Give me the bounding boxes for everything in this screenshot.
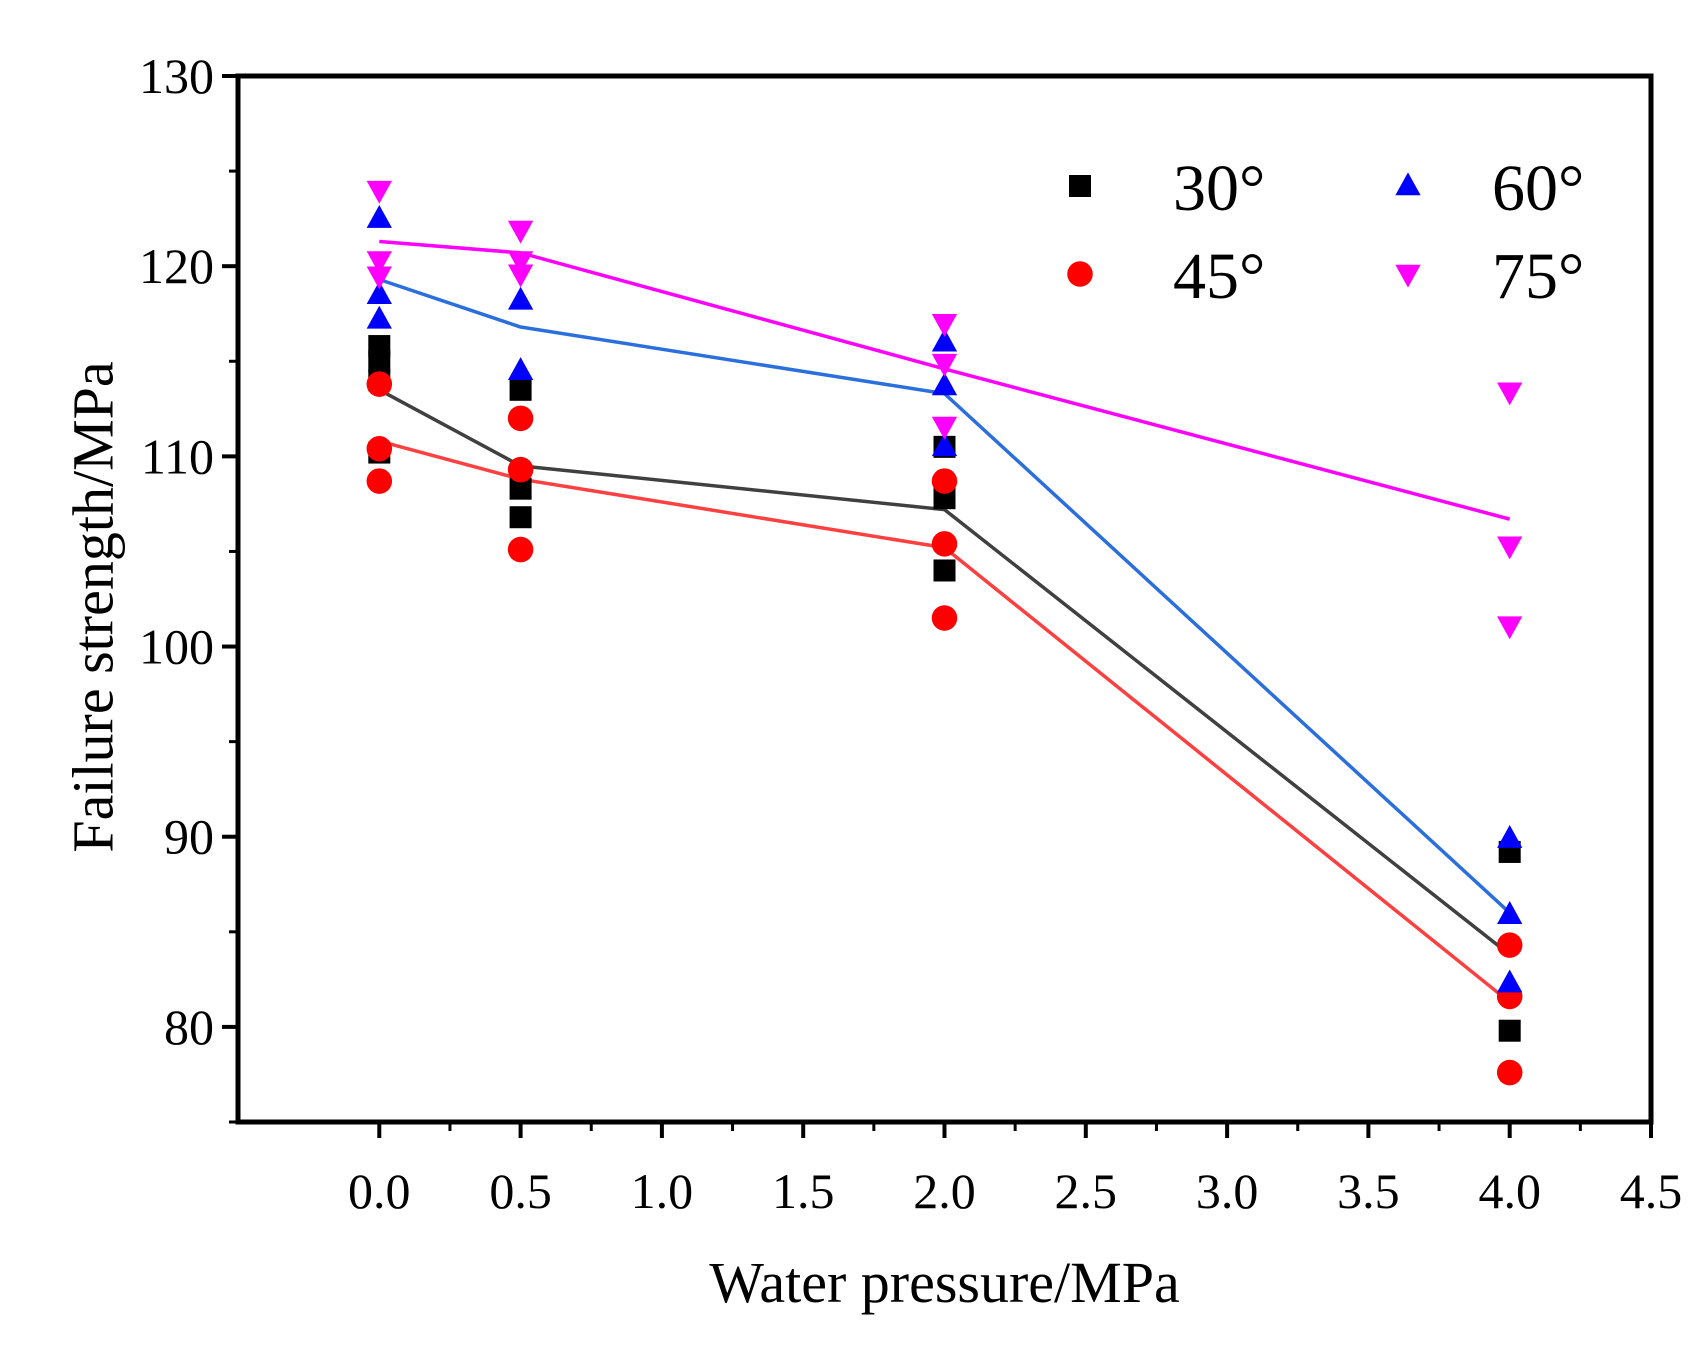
y-tick-label: 100 — [139, 619, 214, 675]
legend-marker-45 — [1067, 261, 1093, 287]
x-tick-label: 3.5 — [1337, 1163, 1400, 1219]
data-point-30 — [933, 559, 956, 582]
y-axis-title: Failure strength/MPa — [60, 361, 125, 852]
x-tick-label: 0.0 — [348, 1163, 411, 1219]
data-point-75 — [366, 251, 392, 275]
fit-line-60 — [378, 277, 1511, 915]
data-point-60 — [1497, 901, 1523, 924]
x-tick-label: 4.5 — [1620, 1163, 1683, 1219]
legend-label-30: 30° — [1173, 152, 1265, 225]
data-markers — [366, 180, 1523, 1086]
data-point-75 — [931, 353, 958, 377]
data-point-30 — [1498, 1019, 1521, 1042]
data-point-45 — [1496, 932, 1523, 958]
legend-marker-60 — [1395, 172, 1421, 196]
legend-label-45: 45° — [1173, 240, 1265, 313]
data-point-45 — [507, 456, 534, 483]
legend-label-60: 60° — [1492, 152, 1584, 225]
data-point-60 — [1497, 824, 1523, 848]
y-axis-ticks: 80 90 100 110 120 130 — [139, 48, 238, 1124]
data-point-75 — [366, 266, 392, 290]
data-point-60 — [366, 281, 392, 304]
y-tick-label: 90 — [164, 809, 214, 865]
fit-line-75 — [379, 239, 1511, 521]
data-point-60 — [507, 357, 534, 381]
x-tick-label: 3.0 — [1196, 1163, 1259, 1219]
y-tick-label: 80 — [164, 999, 214, 1055]
data-point-45 — [931, 531, 958, 557]
data-point-75 — [931, 416, 958, 440]
data-point-45 — [1496, 1059, 1523, 1086]
fit-line-30 — [378, 388, 1511, 957]
data-point-60 — [507, 286, 534, 310]
data-point-60 — [366, 204, 392, 228]
data-point-30 — [509, 378, 532, 401]
y-tick-label: 130 — [139, 48, 214, 104]
data-point-45 — [931, 605, 958, 631]
data-point-45 — [507, 405, 534, 432]
x-tick-label: 1.5 — [772, 1163, 835, 1219]
data-point-60 — [366, 305, 392, 329]
legend-label-75: 75° — [1492, 240, 1584, 313]
legend: 30° 45° 60° 75° — [1067, 152, 1584, 313]
data-point-45 — [366, 371, 393, 397]
data-point-45 — [931, 468, 958, 494]
legend-marker-30 — [1069, 175, 1091, 197]
x-axis-ticks: 0.0 0.5 1.0 1.5 2.0 2.5 3.0 3.5 4.0 4.5 — [348, 1122, 1682, 1219]
data-point-75 — [1497, 616, 1523, 640]
data-point-60 — [1497, 969, 1523, 993]
data-point-75 — [507, 251, 534, 275]
x-tick-label: 2.0 — [913, 1163, 976, 1219]
x-axis-title: Water pressure/MPa — [709, 1250, 1179, 1315]
data-point-30 — [368, 350, 391, 373]
y-tick-label: 120 — [139, 238, 214, 294]
data-point-75 — [1497, 382, 1523, 406]
data-point-60 — [931, 433, 958, 457]
data-point-45 — [507, 536, 534, 563]
data-point-75 — [366, 180, 392, 204]
x-tick-label: 0.5 — [489, 1163, 552, 1219]
x-tick-label: 1.0 — [631, 1163, 694, 1219]
y-tick-label: 110 — [141, 428, 214, 484]
data-point-75 — [507, 264, 534, 288]
fit-lines — [378, 239, 1511, 1004]
data-point-60 — [931, 328, 958, 352]
legend-marker-75 — [1395, 264, 1421, 288]
data-point-75 — [507, 220, 534, 244]
fit-line-45 — [378, 439, 1511, 1004]
data-point-75 — [931, 313, 958, 337]
data-point-30 — [509, 506, 532, 529]
x-tick-label: 4.0 — [1478, 1163, 1541, 1219]
data-point-45 — [366, 468, 393, 494]
data-point-45 — [366, 435, 393, 462]
data-point-30 — [509, 477, 532, 500]
data-point-60 — [931, 372, 958, 396]
data-point-75 — [1497, 536, 1523, 560]
data-point-30 — [933, 487, 956, 510]
x-tick-label: 2.5 — [1055, 1163, 1118, 1219]
